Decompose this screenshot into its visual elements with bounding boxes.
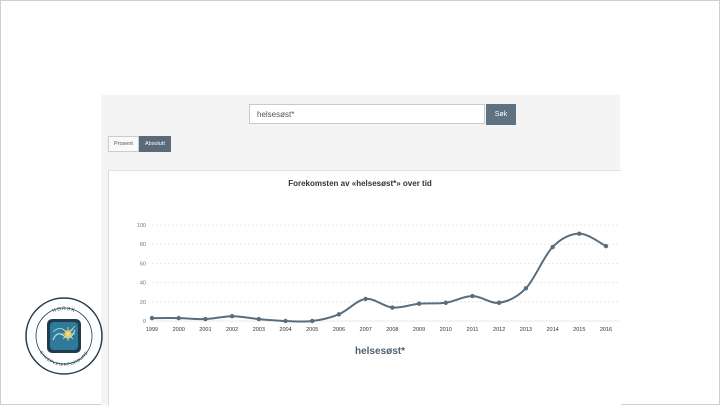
x-tick-label: 2006 (333, 327, 345, 333)
data-point[interactable] (176, 315, 181, 321)
data-point[interactable] (256, 316, 262, 322)
chart-title: Forekomsten av «helsesøst*» over tid (288, 179, 432, 188)
x-tick-label: 2009 (413, 327, 425, 333)
data-point[interactable] (149, 315, 155, 321)
x-tick-label: 2000 (173, 327, 185, 333)
chart-card (108, 170, 621, 406)
x-tick-label: 2011 (467, 327, 479, 333)
search-input[interactable] (249, 104, 485, 124)
x-tick-label: 2016 (600, 327, 612, 333)
data-point[interactable] (416, 301, 422, 306)
svg-text:NORSK: NORSK (52, 306, 77, 314)
x-tick-label: 2007 (360, 327, 372, 333)
data-point[interactable] (496, 300, 502, 305)
x-tick-label: 2008 (386, 327, 398, 333)
x-tick-label: 2014 (546, 327, 558, 333)
x-tick-label: 2015 (573, 327, 585, 333)
data-point[interactable] (336, 312, 342, 317)
y-tick-label: 60 (140, 261, 146, 267)
y-tick-label: 100 (137, 223, 146, 229)
data-point[interactable] (577, 231, 582, 236)
data-point[interactable] (603, 243, 609, 249)
x-tick-label: 2003 (253, 327, 265, 333)
x-tick-label: 2001 (199, 327, 211, 333)
data-point[interactable] (550, 244, 555, 250)
x-tick-label: 2012 (493, 327, 505, 333)
data-point[interactable] (470, 293, 475, 299)
y-tick-label: 80 (140, 242, 146, 248)
y-tick-label: 40 (140, 281, 146, 287)
data-point[interactable] (283, 318, 288, 324)
absolute-toggle-button[interactable]: Absolutt (138, 136, 171, 152)
data-point[interactable] (310, 318, 315, 324)
data-point[interactable] (390, 305, 395, 310)
x-tick-label: 2005 (306, 327, 318, 333)
data-point[interactable] (363, 296, 368, 302)
y-tick-label: 20 (140, 300, 146, 306)
x-tick-label: 2004 (279, 327, 291, 333)
y-tick-label: 0 (143, 319, 146, 325)
x-tick-label: 2013 (520, 327, 532, 333)
data-point[interactable] (443, 300, 448, 305)
series-line (151, 232, 607, 323)
search-button[interactable]: Søk (486, 104, 516, 125)
legend-label[interactable]: helsesøst* (354, 346, 406, 357)
x-tick-label: 1999 (146, 327, 158, 333)
data-point[interactable] (523, 286, 529, 291)
percent-toggle-button[interactable]: Prosent (108, 136, 139, 152)
data-point[interactable] (229, 314, 235, 319)
organization-logo: NORSK SYKEPLEIERFORBUND (25, 297, 103, 375)
x-tick-label: 2002 (226, 327, 238, 333)
data-point[interactable] (203, 316, 208, 322)
x-tick-label: 2010 (440, 327, 452, 333)
view-toggle: Prosent Absolutt (108, 136, 171, 152)
logo-top-text: NORSK (52, 306, 76, 314)
